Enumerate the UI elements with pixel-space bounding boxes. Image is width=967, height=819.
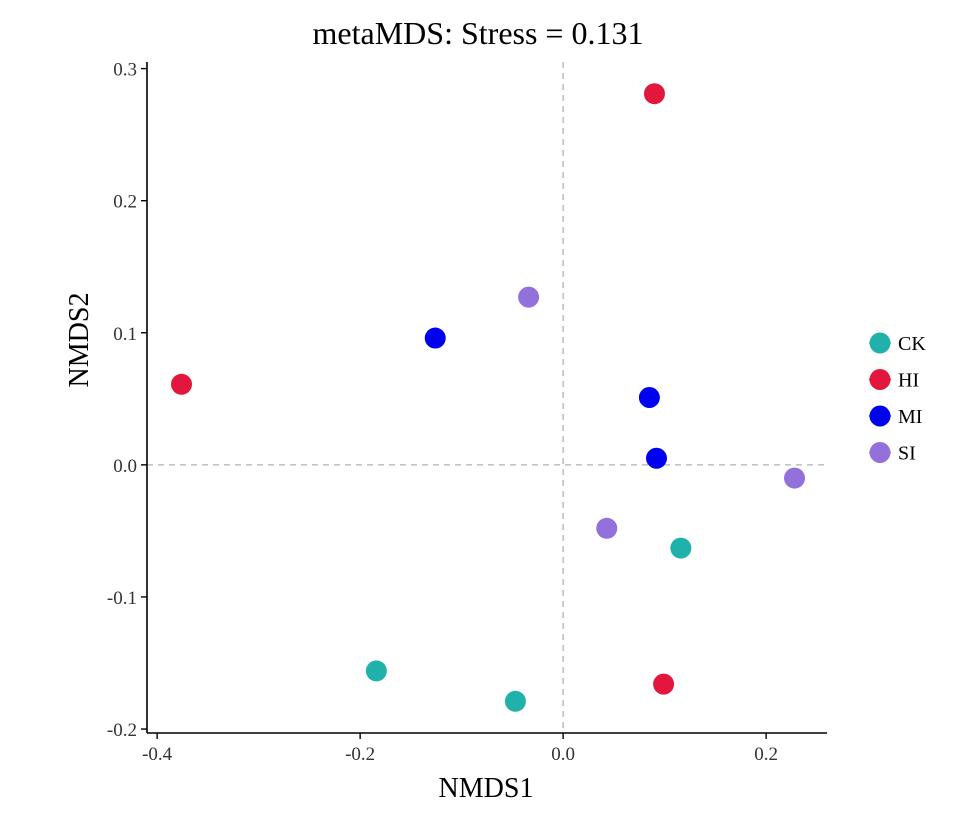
plot-area (146, 62, 827, 734)
x-axis-title: NMDS1 (439, 773, 534, 804)
data-point-si (596, 517, 618, 539)
data-point-hi (643, 83, 665, 105)
data-point-hi (171, 373, 193, 395)
legend-item-ck: CK (869, 332, 926, 355)
y-tick-label: 0.1 (113, 324, 137, 345)
data-points (171, 83, 806, 712)
data-point-si (784, 467, 806, 489)
legend-label: SI (898, 443, 916, 465)
x-tick-label: 0.2 (754, 744, 778, 765)
legend-label: MI (898, 406, 922, 428)
data-point-mi (645, 447, 667, 469)
legend-item-mi: MI (869, 405, 922, 428)
legend: CK HI MI SI (869, 332, 926, 465)
y-tick-label: -0.1 (107, 588, 137, 609)
legend-item-hi: HI (869, 369, 919, 392)
legend-key-marker (869, 369, 891, 390)
legend-key-marker (869, 442, 891, 463)
data-point-hi (653, 673, 675, 695)
legend-key-marker (869, 405, 891, 427)
x-tick-label: -0.2 (345, 744, 375, 765)
data-point-ck (504, 690, 526, 712)
chart-title: metaMDS: Stress = 0.131 (313, 15, 644, 51)
y-tick-label: 0.2 (113, 192, 137, 213)
data-point-si (518, 286, 540, 308)
y-tick-label: -0.2 (107, 720, 137, 741)
y-axis-title: NMDS2 (64, 293, 95, 388)
legend-label: HI (898, 370, 919, 392)
data-point-ck (670, 537, 692, 559)
data-point-mi (638, 387, 660, 408)
x-tick-label: 0.0 (551, 744, 575, 765)
y-tick-label: 0.3 (113, 60, 137, 81)
data-point-ck (365, 660, 387, 682)
axis-ticks: -0.4 -0.2 0.0 0.2-0.2-0.10.00.10.20.3 (107, 60, 778, 765)
data-point-mi (424, 327, 446, 349)
legend-key-marker (869, 332, 891, 354)
legend-item-si: SI (869, 442, 916, 465)
legend-label: CK (898, 333, 926, 355)
y-tick-label: 0.0 (113, 456, 137, 477)
x-tick-label: -0.4 (142, 744, 173, 765)
